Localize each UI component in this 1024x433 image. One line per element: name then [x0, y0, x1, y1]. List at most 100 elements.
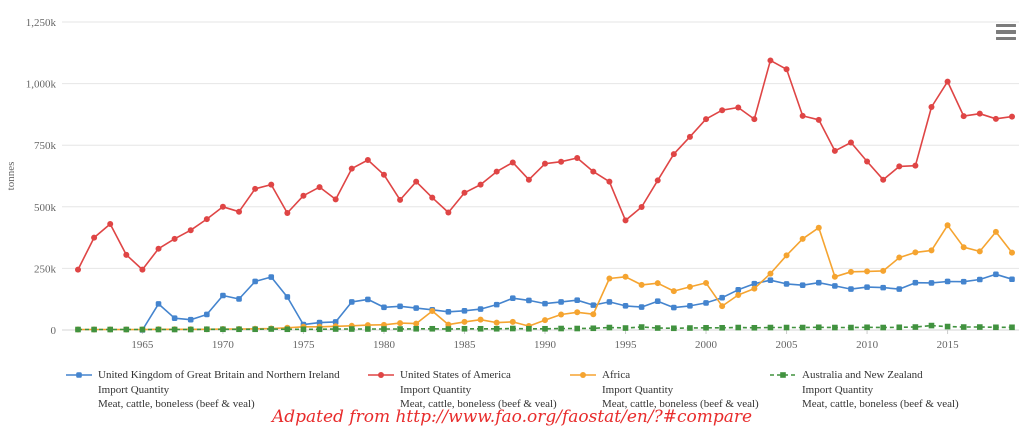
data-point[interactable] [75, 266, 81, 273]
data-point[interactable] [461, 318, 468, 325]
data-point[interactable] [944, 323, 951, 330]
data-point[interactable] [574, 297, 581, 303]
data-point[interactable] [606, 324, 613, 331]
data-point[interactable] [220, 292, 226, 299]
data-point[interactable] [348, 165, 355, 172]
data-point[interactable] [735, 292, 742, 299]
data-point[interactable] [413, 178, 420, 185]
legend-item-australia-new-zealand[interactable]: Australia and New Zealand Import Quantit… [770, 368, 959, 412]
data-point[interactable] [622, 273, 629, 280]
data-point[interactable] [993, 324, 999, 331]
data-point[interactable] [832, 324, 838, 331]
data-point[interactable] [542, 300, 548, 307]
data-point[interactable] [107, 221, 114, 228]
data-point[interactable] [525, 176, 532, 183]
data-point[interactable] [896, 254, 903, 261]
data-point[interactable] [703, 279, 710, 286]
data-point[interactable] [203, 216, 210, 223]
data-point[interactable] [687, 325, 693, 331]
data-point[interactable] [912, 162, 919, 169]
data-point[interactable] [509, 159, 516, 166]
data-point[interactable] [896, 324, 903, 331]
chart-menu-button[interactable] [996, 24, 1016, 40]
data-point[interactable] [429, 308, 436, 315]
data-point[interactable] [397, 326, 403, 332]
data-point[interactable] [445, 321, 452, 328]
data-point[interactable] [397, 196, 404, 203]
data-point[interactable] [767, 324, 774, 331]
data-point[interactable] [735, 324, 742, 331]
data-point[interactable] [1009, 113, 1015, 120]
data-point[interactable] [880, 284, 886, 291]
legend-item-united-states[interactable]: United States of America Import Quantity… [368, 368, 557, 412]
data-point[interactable] [671, 325, 677, 332]
data-point[interactable] [848, 286, 854, 292]
data-point[interactable] [896, 163, 903, 170]
data-point[interactable] [365, 326, 371, 332]
data-point[interactable] [928, 247, 935, 254]
data-point[interactable] [751, 280, 758, 287]
data-point[interactable] [960, 278, 967, 285]
data-point[interactable] [187, 227, 194, 234]
data-point[interactable] [719, 294, 725, 301]
data-point[interactable] [445, 209, 452, 216]
data-point[interactable] [767, 277, 774, 284]
data-point[interactable] [155, 326, 162, 333]
data-point[interactable] [558, 311, 565, 318]
data-point[interactable] [944, 278, 951, 285]
data-point[interactable] [670, 288, 677, 295]
data-point[interactable] [332, 326, 339, 332]
data-point[interactable] [735, 287, 742, 293]
data-point[interactable] [123, 251, 130, 258]
data-point[interactable] [107, 326, 114, 333]
data-point[interactable] [880, 267, 887, 274]
data-point[interactable] [719, 303, 726, 310]
data-point[interactable] [397, 303, 403, 310]
data-point[interactable] [880, 176, 887, 183]
data-point[interactable] [509, 318, 516, 325]
data-point[interactable] [622, 217, 629, 224]
data-point[interactable] [847, 268, 854, 275]
data-point[interactable] [960, 244, 967, 251]
data-point[interactable] [815, 324, 822, 331]
data-point[interactable] [542, 325, 548, 332]
data-point[interactable] [590, 311, 597, 318]
data-point[interactable] [284, 294, 291, 300]
data-point[interactable] [477, 316, 484, 323]
data-point[interactable] [236, 326, 242, 333]
data-point[interactable] [703, 116, 710, 123]
data-point[interactable] [976, 324, 983, 330]
data-point[interactable] [380, 171, 387, 178]
data-point[interactable] [864, 284, 870, 290]
data-point[interactable] [590, 168, 597, 175]
data-point[interactable] [461, 307, 468, 314]
data-point[interactable] [912, 324, 919, 330]
data-point[interactable] [686, 133, 693, 140]
data-point[interactable] [268, 274, 275, 280]
data-point[interactable] [187, 316, 194, 323]
data-point[interactable] [493, 319, 500, 326]
data-point[interactable] [799, 324, 806, 331]
data-point[interactable] [75, 326, 81, 333]
data-point[interactable] [654, 298, 661, 304]
data-point[interactable] [864, 268, 871, 275]
data-point[interactable] [558, 325, 564, 332]
data-point[interactable] [526, 325, 532, 332]
data-point[interactable] [332, 319, 339, 325]
data-point[interactable] [204, 326, 210, 333]
data-point[interactable] [348, 326, 355, 332]
data-point[interactable] [783, 324, 790, 331]
data-point[interactable] [831, 147, 838, 154]
series-0[interactable] [139, 271, 1015, 333]
data-point[interactable] [526, 297, 532, 304]
data-point[interactable] [542, 160, 548, 167]
data-point[interactable] [654, 325, 661, 331]
data-point[interactable] [461, 189, 468, 196]
data-point[interactable] [767, 270, 774, 277]
data-point[interactable] [832, 283, 838, 289]
data-point[interactable] [284, 209, 291, 216]
data-point[interactable] [445, 308, 452, 315]
data-point[interactable] [670, 151, 677, 158]
data-point[interactable] [493, 325, 500, 332]
data-point[interactable] [831, 273, 838, 280]
